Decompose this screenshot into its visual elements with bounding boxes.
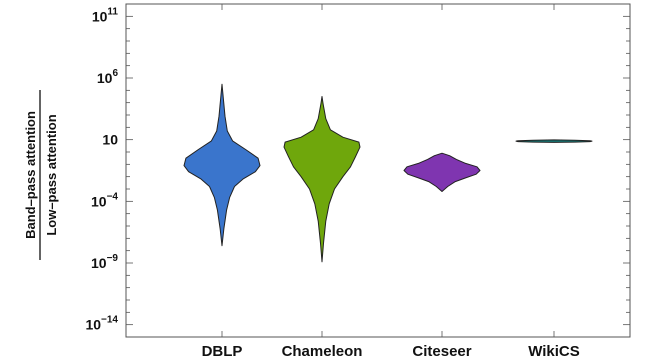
violins — [183, 83, 593, 263]
x-tick-label-wikics: WikiCS — [528, 343, 580, 360]
plot-border — [125, 3, 631, 338]
plot-frame — [125, 3, 631, 338]
y-axis-label: Band–pass attention Low–pass attention — [23, 90, 59, 260]
violin-dblp — [183, 83, 261, 247]
y-tick-label: 10 — [102, 132, 118, 148]
x-axis: DBLP Chameleon Citeseer WikiCS — [202, 4, 580, 360]
y-tick-label: 10−4 — [91, 191, 118, 209]
violin-wikics — [515, 139, 593, 143]
y-axis-label-denominator: Low–pass attention — [44, 114, 59, 235]
y-tick-label: 10−9 — [91, 253, 118, 271]
x-tick-label-chameleon: Chameleon — [282, 343, 363, 360]
violin-citeseer — [403, 152, 481, 192]
violin-chameleon — [283, 96, 361, 263]
y-tick-label: 10−14 — [85, 315, 118, 333]
y-tick-label: 1011 — [92, 6, 119, 24]
y-axis-label-numerator: Band–pass attention — [23, 111, 38, 239]
x-tick-label-dblp: DBLP — [202, 343, 243, 360]
y-axis: 1011 106 10 10−4 10−9 10−14 — [85, 3, 630, 338]
y-tick-label: 106 — [97, 68, 119, 86]
x-tick-label-citeseer: Citeseer — [412, 343, 471, 360]
